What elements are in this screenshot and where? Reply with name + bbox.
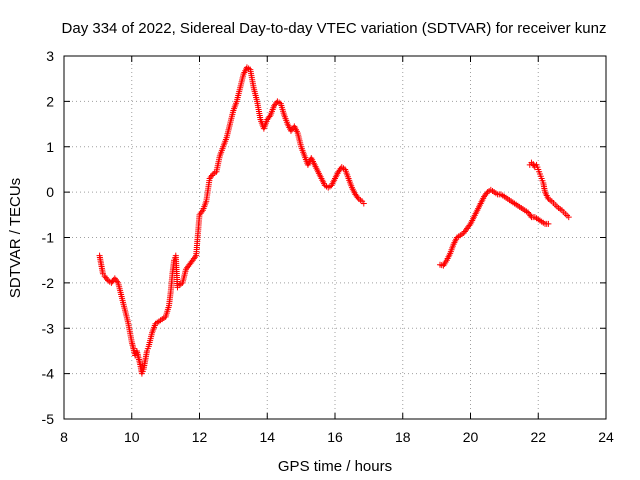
chart-title: Day 334 of 2022, Sidereal Day-to-day VTE… [62, 20, 607, 37]
y-tick-label: -3 [42, 320, 55, 336]
y-tick-label: -5 [42, 411, 55, 427]
x-axis-label: GPS time / hours [278, 458, 392, 475]
axis-ticks [63, 55, 607, 420]
x-tick-label: 8 [60, 429, 68, 445]
y-axis-label: SDTVAR / TECUs [7, 178, 24, 298]
data-point [545, 220, 552, 227]
y-tick-labels: -5 -4 -3 -2 -1 0 1 2 3 [42, 48, 55, 427]
x-tick-label: 18 [395, 429, 411, 445]
x-tick-label: 14 [259, 429, 275, 445]
x-tick-label: 22 [530, 429, 546, 445]
x-tick-label: 20 [463, 429, 479, 445]
x-tick-label: 10 [124, 429, 140, 445]
y-tick-label: -2 [42, 275, 55, 291]
x-tick-label: 12 [192, 429, 208, 445]
y-tick-label: 2 [46, 93, 54, 109]
y-tick-label: -4 [42, 366, 55, 382]
series-segment-3 [526, 159, 572, 221]
series-segment-2 [437, 186, 552, 269]
data-points [96, 64, 572, 377]
x-tick-labels: 8 10 12 14 16 18 20 22 24 [60, 429, 614, 445]
data-point [360, 200, 367, 207]
y-tick-label: 1 [46, 139, 54, 155]
y-tick-label: -1 [42, 230, 55, 246]
data-point [565, 214, 572, 221]
series-segment-1 [96, 64, 367, 377]
y-tick-label: 3 [46, 48, 54, 64]
y-tick-label: 0 [46, 184, 54, 200]
x-tick-label: 16 [327, 429, 343, 445]
x-tick-label: 24 [598, 429, 614, 445]
